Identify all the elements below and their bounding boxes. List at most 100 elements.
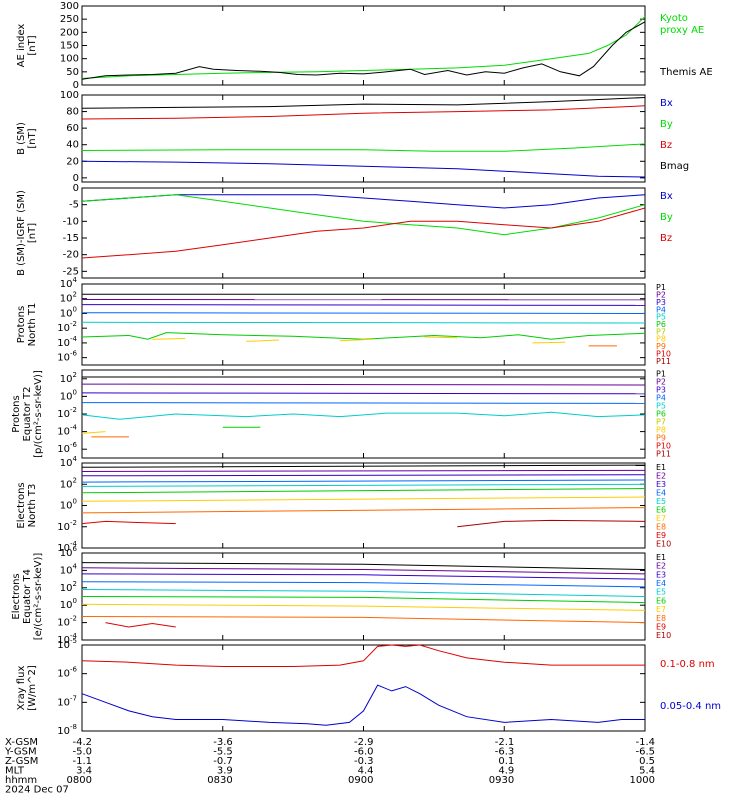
- y-tick-label: 10-2: [57, 320, 77, 334]
- panel-frame: [81, 283, 646, 366]
- y-tick-label: 100: [60, 305, 77, 319]
- legend-entry: E3: [656, 480, 666, 489]
- series-line: [81, 596, 646, 604]
- ephemeris-label: Z-GSM: [5, 756, 38, 767]
- y-axis-label: Protons: [16, 306, 27, 343]
- ephemeris-value: -5.0: [72, 747, 92, 758]
- panel-ae: 0 50 100 150 200 250 300 AE index [nT] Kyotoproxy…: [16, 1, 713, 91]
- legend-entry: P3: [656, 386, 666, 395]
- y-axis-label: B (SM): [16, 122, 27, 155]
- y-axis-label: North T1: [27, 303, 38, 347]
- legend-entry: E6: [656, 596, 666, 605]
- legend-entry: P11: [656, 357, 671, 366]
- legend-entry: Bx: [660, 191, 673, 202]
- y-tick-label: 20: [66, 156, 79, 167]
- legend-entry: P6: [656, 410, 666, 419]
- y-tick-label: 100: [60, 498, 77, 512]
- y-tick-label: -15: [63, 233, 79, 244]
- series-line: [81, 431, 106, 434]
- panel-frame: [81, 94, 646, 183]
- legend-entry: P8: [656, 426, 666, 435]
- y-tick-label: 10-6: [57, 350, 77, 364]
- series-line: [81, 603, 646, 611]
- legend-entry: P7: [656, 418, 666, 427]
- y-tick-label: 40: [66, 140, 79, 151]
- series-line: [339, 338, 373, 342]
- series-line: [81, 312, 646, 314]
- legend-entry: P4: [656, 305, 666, 314]
- y-tick-label: 10-5: [57, 637, 77, 651]
- y-axis-label: Xray flux: [16, 666, 27, 711]
- series-line: [81, 616, 646, 624]
- legend-entry: P7: [656, 327, 666, 336]
- series-line: [81, 207, 646, 259]
- ephemeris-value: 0.5: [639, 756, 655, 767]
- legend-entry: Kyoto: [660, 13, 688, 24]
- y-tick-label: 10-8: [57, 723, 77, 737]
- ephemeris-value: -5.5: [213, 747, 233, 758]
- legend-entry: E1: [656, 463, 666, 472]
- legend-entry: P5: [656, 313, 666, 322]
- y-tick-label: 106: [60, 545, 78, 559]
- series-line: [81, 194, 646, 209]
- y-tick-label: 300: [60, 1, 79, 12]
- ephemeris-value: 0930: [489, 775, 514, 786]
- series-line: [81, 402, 646, 404]
- legend-entry: E10: [656, 539, 671, 548]
- legend-entry: By: [660, 119, 673, 130]
- ephemeris-value: 0800: [67, 775, 92, 786]
- ephemeris-block: X-GSM -4.2 -3.6 -2.9 -2.1 -1.4 Y-GSM -5.0 -5.5 -6…: [4, 737, 655, 796]
- series-line: [81, 573, 646, 580]
- y-tick-label: 100: [60, 597, 77, 611]
- y-tick-label: 102: [60, 476, 77, 490]
- series-line: [81, 483, 646, 487]
- ephemeris-value: -2.1: [495, 737, 515, 748]
- legend-entry: E6: [656, 505, 666, 514]
- y-axis-label: Equator T4: [22, 569, 33, 624]
- y-axis-label: [p/(cm²-s-sr-keV)]: [33, 370, 44, 458]
- legend-entry: E5: [656, 588, 666, 597]
- y-axis-label: Protons: [11, 395, 22, 432]
- ephemeris-value: -2.9: [354, 737, 374, 748]
- series-line: [81, 479, 646, 483]
- y-tick-label: 100: [60, 54, 79, 65]
- y-tick-label: -10: [63, 216, 79, 227]
- ephemeris-value: 5.4: [639, 766, 655, 777]
- legend-entry: Themis AE: [659, 67, 713, 78]
- ephemeris-value: -0.7: [213, 756, 233, 767]
- series-line: [81, 589, 646, 597]
- y-tick-label: 0: [73, 80, 79, 91]
- legend-entry: Bz: [660, 233, 672, 244]
- y-tick-label: 0: [73, 173, 79, 184]
- series-line: [81, 143, 646, 152]
- y-tick-label: 150: [60, 41, 79, 52]
- y-tick-label: 0: [73, 183, 79, 194]
- series-line: [81, 16, 646, 79]
- legend-entry: Bx: [660, 98, 673, 109]
- legend-entry: E7: [656, 605, 666, 614]
- series-line: [246, 339, 280, 342]
- legend-entry: P1: [656, 283, 666, 292]
- ephemeris-value: 0.1: [498, 756, 514, 767]
- y-axis-label: [nT]: [27, 223, 38, 243]
- legend-entry: 0.1-0.8 nm: [660, 659, 715, 670]
- y-tick-label: 102: [60, 291, 77, 305]
- y-tick-label: 104: [60, 455, 78, 469]
- y-tick-label: 10-4: [57, 424, 77, 438]
- y-axis-label: Electrons: [11, 573, 22, 619]
- y-tick-label: 100: [60, 388, 77, 402]
- panel-ee4: 106 104 102 100 10-2 10-4 Electrons Equator T4[…: [11, 545, 671, 646]
- series-line: [81, 304, 646, 306]
- y-axis-label: [e/(cm²-s-sr-keV)]: [33, 553, 44, 641]
- series-line: [81, 464, 646, 468]
- series-line: [152, 338, 186, 340]
- y-axis-label: North T3: [27, 484, 38, 528]
- series-line: [81, 567, 646, 575]
- ephemeris-value: 1000: [630, 775, 655, 786]
- y-tick-label: 104: [60, 276, 78, 290]
- panel-en3: 104 102 100 10-2 10-4 Electrons North T3 E1E2E3…: [16, 455, 671, 554]
- legend-entry: E5: [656, 497, 666, 506]
- panel-xray: 10-5 10-6 10-7 10-8 Xray flux [W/m^2] 0.1-0.8 …: [16, 637, 721, 737]
- y-tick-label: 10-7: [57, 694, 77, 708]
